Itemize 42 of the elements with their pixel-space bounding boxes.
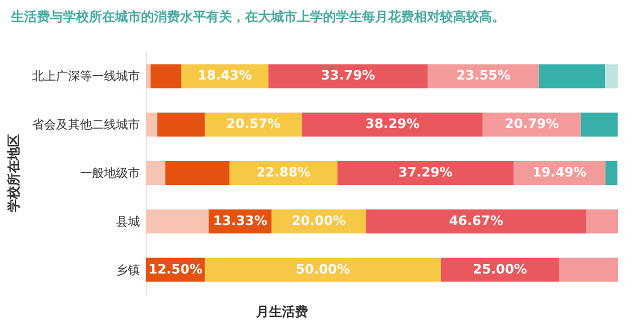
bar [302,112,483,137]
bar [558,258,618,282]
y-tick-label: 县城 [116,214,140,228]
bar [606,161,618,185]
bar [146,64,151,88]
data-label: 37.29% [398,166,453,180]
data-label: 38.29% [365,117,420,132]
bar [366,209,586,234]
bar [157,112,205,137]
bar [165,161,230,185]
bar [605,64,618,88]
bar [146,209,209,234]
data-label: 19.49% [532,166,587,180]
bar [580,112,618,137]
data-label: 22.88% [256,166,311,180]
bar [268,64,428,88]
data-label: 33.79% [321,68,376,84]
data-label: 25.00% [472,262,528,278]
bar [440,258,559,282]
x-axis-title: 月生活费 [254,305,308,320]
y-tick-label: 一般地级市 [80,166,140,180]
y-tick-label: 北上广深等一线城市 [32,69,140,84]
chart-title: 生活费与学校所在城市的消费水平有关，在大城市上学的学生每月花费相对较高较高。 [10,9,505,25]
bar [204,258,441,282]
data-label: 46.67% [449,214,504,229]
bar [146,161,166,185]
y-tick-label: 省会及其他二线城市 [32,118,140,132]
data-label: 12.50% [148,262,202,278]
data-label: 20.57% [226,117,281,132]
bar [337,161,514,185]
bar [539,64,606,88]
bar [150,64,182,88]
data-label: 23.55% [456,68,511,84]
bar [146,112,158,137]
data-label: 13.33% [213,214,268,229]
data-label: 50.00% [296,262,350,278]
y-tick-label: 乡镇 [116,262,140,277]
data-label: 20.79% [504,117,559,132]
data-label: 20.00% [292,214,346,229]
bar [586,209,618,234]
data-label: 18.43% [198,68,252,84]
y-axis-title: 学校所在地区 [6,134,22,212]
